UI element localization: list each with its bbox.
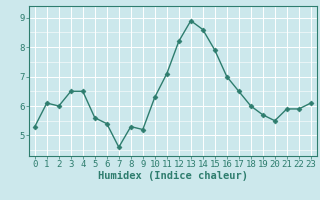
X-axis label: Humidex (Indice chaleur): Humidex (Indice chaleur) xyxy=(98,171,248,181)
